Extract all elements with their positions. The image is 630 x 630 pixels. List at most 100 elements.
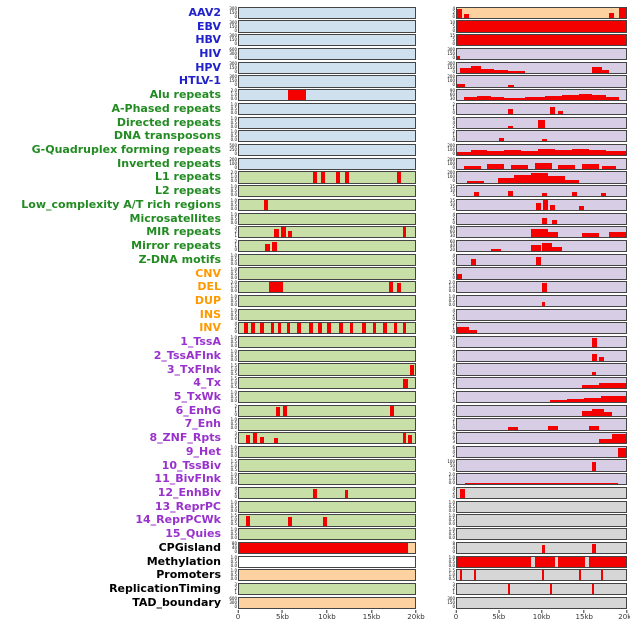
track-plot-area[interactable] xyxy=(238,569,416,582)
track-plot-area[interactable] xyxy=(456,294,627,308)
track-plot-area[interactable] xyxy=(238,171,416,184)
track-plot-area[interactable] xyxy=(456,582,627,596)
track-plot-area[interactable] xyxy=(238,336,416,349)
track-plot-area[interactable] xyxy=(238,130,416,143)
track-plot-area[interactable] xyxy=(238,473,416,486)
track-plot-area[interactable] xyxy=(238,34,416,47)
track-plot-area[interactable] xyxy=(456,432,627,445)
track-plot-area[interactable] xyxy=(456,130,627,143)
track-plot-area[interactable] xyxy=(456,198,627,212)
track-plot-area[interactable] xyxy=(456,6,627,19)
track-plot-area[interactable] xyxy=(456,20,627,33)
y-tick-label: 15 xyxy=(449,197,455,203)
track-plot-area[interactable] xyxy=(238,89,416,102)
track-plot-area[interactable] xyxy=(238,377,416,390)
track-plot-area[interactable] xyxy=(456,486,627,500)
track-plot-area[interactable] xyxy=(456,157,627,170)
track-plot-area[interactable] xyxy=(456,116,627,129)
track-plot-area[interactable] xyxy=(456,102,627,115)
track-plot-area[interactable] xyxy=(238,582,416,596)
track-plot-area[interactable] xyxy=(456,528,627,541)
track-plot-area[interactable] xyxy=(238,75,416,88)
track-plot-area[interactable] xyxy=(456,459,627,472)
track-plot-area[interactable] xyxy=(456,555,627,568)
track-plot-area[interactable] xyxy=(238,363,416,376)
track-plot-area[interactable] xyxy=(456,349,627,362)
track-plot-area[interactable] xyxy=(456,47,627,61)
signal-bar xyxy=(457,35,626,46)
track-plot-area[interactable] xyxy=(456,61,627,74)
track-plot-area[interactable] xyxy=(456,390,627,404)
track-plot-area[interactable] xyxy=(456,418,627,431)
track-plot-area[interactable] xyxy=(456,212,627,225)
track-plot-area[interactable] xyxy=(456,89,627,102)
y-tick-label: 3 xyxy=(452,439,455,445)
track-plot-area[interactable] xyxy=(238,143,416,157)
track-plot-area[interactable] xyxy=(456,267,627,280)
track-plot-area[interactable] xyxy=(238,459,416,472)
track-plot-area[interactable] xyxy=(238,322,416,335)
track-plot-area[interactable] xyxy=(456,322,627,335)
track-plot-area[interactable] xyxy=(238,116,416,129)
track-plot-area[interactable] xyxy=(456,34,627,47)
track-plot-area[interactable] xyxy=(238,514,416,527)
track-plot-area[interactable] xyxy=(238,157,416,170)
track-plot-area[interactable] xyxy=(238,20,416,33)
track-plot-area[interactable] xyxy=(456,500,627,513)
track-plot-area[interactable] xyxy=(238,432,416,445)
track-plot-area[interactable] xyxy=(456,308,627,321)
track-plot-area[interactable] xyxy=(238,226,416,239)
track-plot-area[interactable] xyxy=(238,390,416,404)
track-plot-area[interactable] xyxy=(456,541,627,554)
track-plot-area[interactable] xyxy=(456,239,627,253)
y-tick-label: 1.0 xyxy=(448,293,455,299)
track-plot-area[interactable] xyxy=(456,336,627,349)
x-tick: 15kb xyxy=(363,609,380,622)
y-tick-label: 2.0 xyxy=(230,170,237,176)
track-plot-area[interactable] xyxy=(238,61,416,74)
track-plot-area[interactable] xyxy=(238,198,416,212)
track-label: CPGisland xyxy=(158,541,221,554)
track-plot-area[interactable] xyxy=(238,596,416,609)
y-tick-label: 4 xyxy=(452,448,455,454)
track-plot-area[interactable] xyxy=(238,294,416,308)
track-plot-area[interactable] xyxy=(238,486,416,500)
track-plot-area[interactable] xyxy=(238,500,416,513)
track-plot-area[interactable] xyxy=(456,514,627,527)
track-plot-area[interactable] xyxy=(456,445,627,458)
track-plot-area[interactable] xyxy=(456,473,627,486)
track-plot-area[interactable] xyxy=(456,75,627,88)
track-plot-area[interactable] xyxy=(238,541,416,554)
track-plot-area[interactable] xyxy=(238,185,416,198)
x-axis: 0 5kb 10kb 15kb 20kb 0 5kb 10kb 15kb 20kb xyxy=(0,609,630,628)
track-plot-area[interactable] xyxy=(238,267,416,280)
track-plot-area[interactable] xyxy=(456,377,627,390)
track-plot-area[interactable] xyxy=(238,281,416,294)
track-plot-area[interactable] xyxy=(238,6,416,19)
track-plot-area[interactable] xyxy=(456,596,627,609)
signal-bar xyxy=(487,151,505,156)
track-plot-area[interactable] xyxy=(456,404,627,417)
y-tick-label: 1.0 xyxy=(230,115,237,121)
track-plot-area[interactable] xyxy=(238,555,416,568)
track-plot-area[interactable] xyxy=(456,569,627,582)
track-plot-area[interactable] xyxy=(238,404,416,417)
signal-bar xyxy=(473,192,479,197)
track-plot-area[interactable] xyxy=(456,185,627,198)
track-plot-area[interactable] xyxy=(456,171,627,184)
track-plot-area[interactable] xyxy=(238,445,416,458)
track-plot-area[interactable] xyxy=(238,253,416,266)
track-plot-area[interactable] xyxy=(238,239,416,253)
track-plot-area[interactable] xyxy=(238,308,416,321)
track-plot-area[interactable] xyxy=(456,143,627,157)
track-plot-area[interactable] xyxy=(238,418,416,431)
track-plot-area[interactable] xyxy=(238,349,416,362)
track-plot-area[interactable] xyxy=(456,253,627,266)
track-plot-area[interactable] xyxy=(238,47,416,61)
track-plot-area[interactable] xyxy=(456,226,627,239)
track-plot-area[interactable] xyxy=(456,363,627,376)
track-plot-area[interactable] xyxy=(238,528,416,541)
track-plot-area[interactable] xyxy=(238,212,416,225)
track-plot-area[interactable] xyxy=(238,102,416,115)
track-plot-area[interactable] xyxy=(456,281,627,294)
